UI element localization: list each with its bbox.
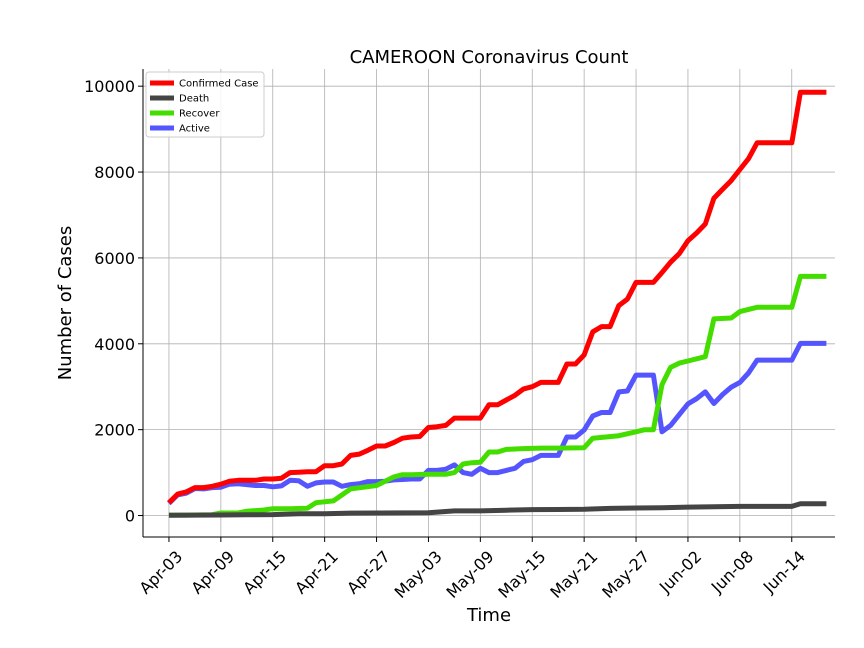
series-line-death — [168, 501, 827, 518]
y-axis-ticks: 0 2000 4000 6000 8000 10000 — [84, 77, 143, 526]
legend-label-recover: Recover — [179, 109, 220, 120]
legend-label-active: Active — [179, 124, 210, 135]
series-line-recover — [168, 273, 827, 518]
series-line-active — [167, 340, 827, 506]
x-axis-title: Time — [466, 605, 511, 626]
series-line-confirmed-case — [167, 89, 827, 505]
y-tick-label: 6000 — [94, 249, 135, 268]
y-tick-label: 4000 — [94, 335, 135, 354]
y-axis-title: Number of Cases — [55, 226, 76, 381]
chart-title: CAMEROON Coronavirus Count — [350, 47, 629, 68]
y-tick-label: 10000 — [84, 77, 135, 96]
legend-box — [145, 71, 265, 138]
series-lines — [167, 89, 827, 518]
axes — [142, 69, 835, 538]
legend-label-death: Death — [179, 94, 209, 105]
grid — [143, 69, 835, 537]
y-tick-label: 2000 — [94, 421, 135, 440]
y-tick-label: 8000 — [94, 163, 135, 182]
y-tick-label: 0 — [125, 507, 135, 526]
legend-label-confirmed-case: Confirmed Case — [179, 79, 259, 90]
legend: Confirmed Case Death Recover Active — [145, 71, 265, 138]
